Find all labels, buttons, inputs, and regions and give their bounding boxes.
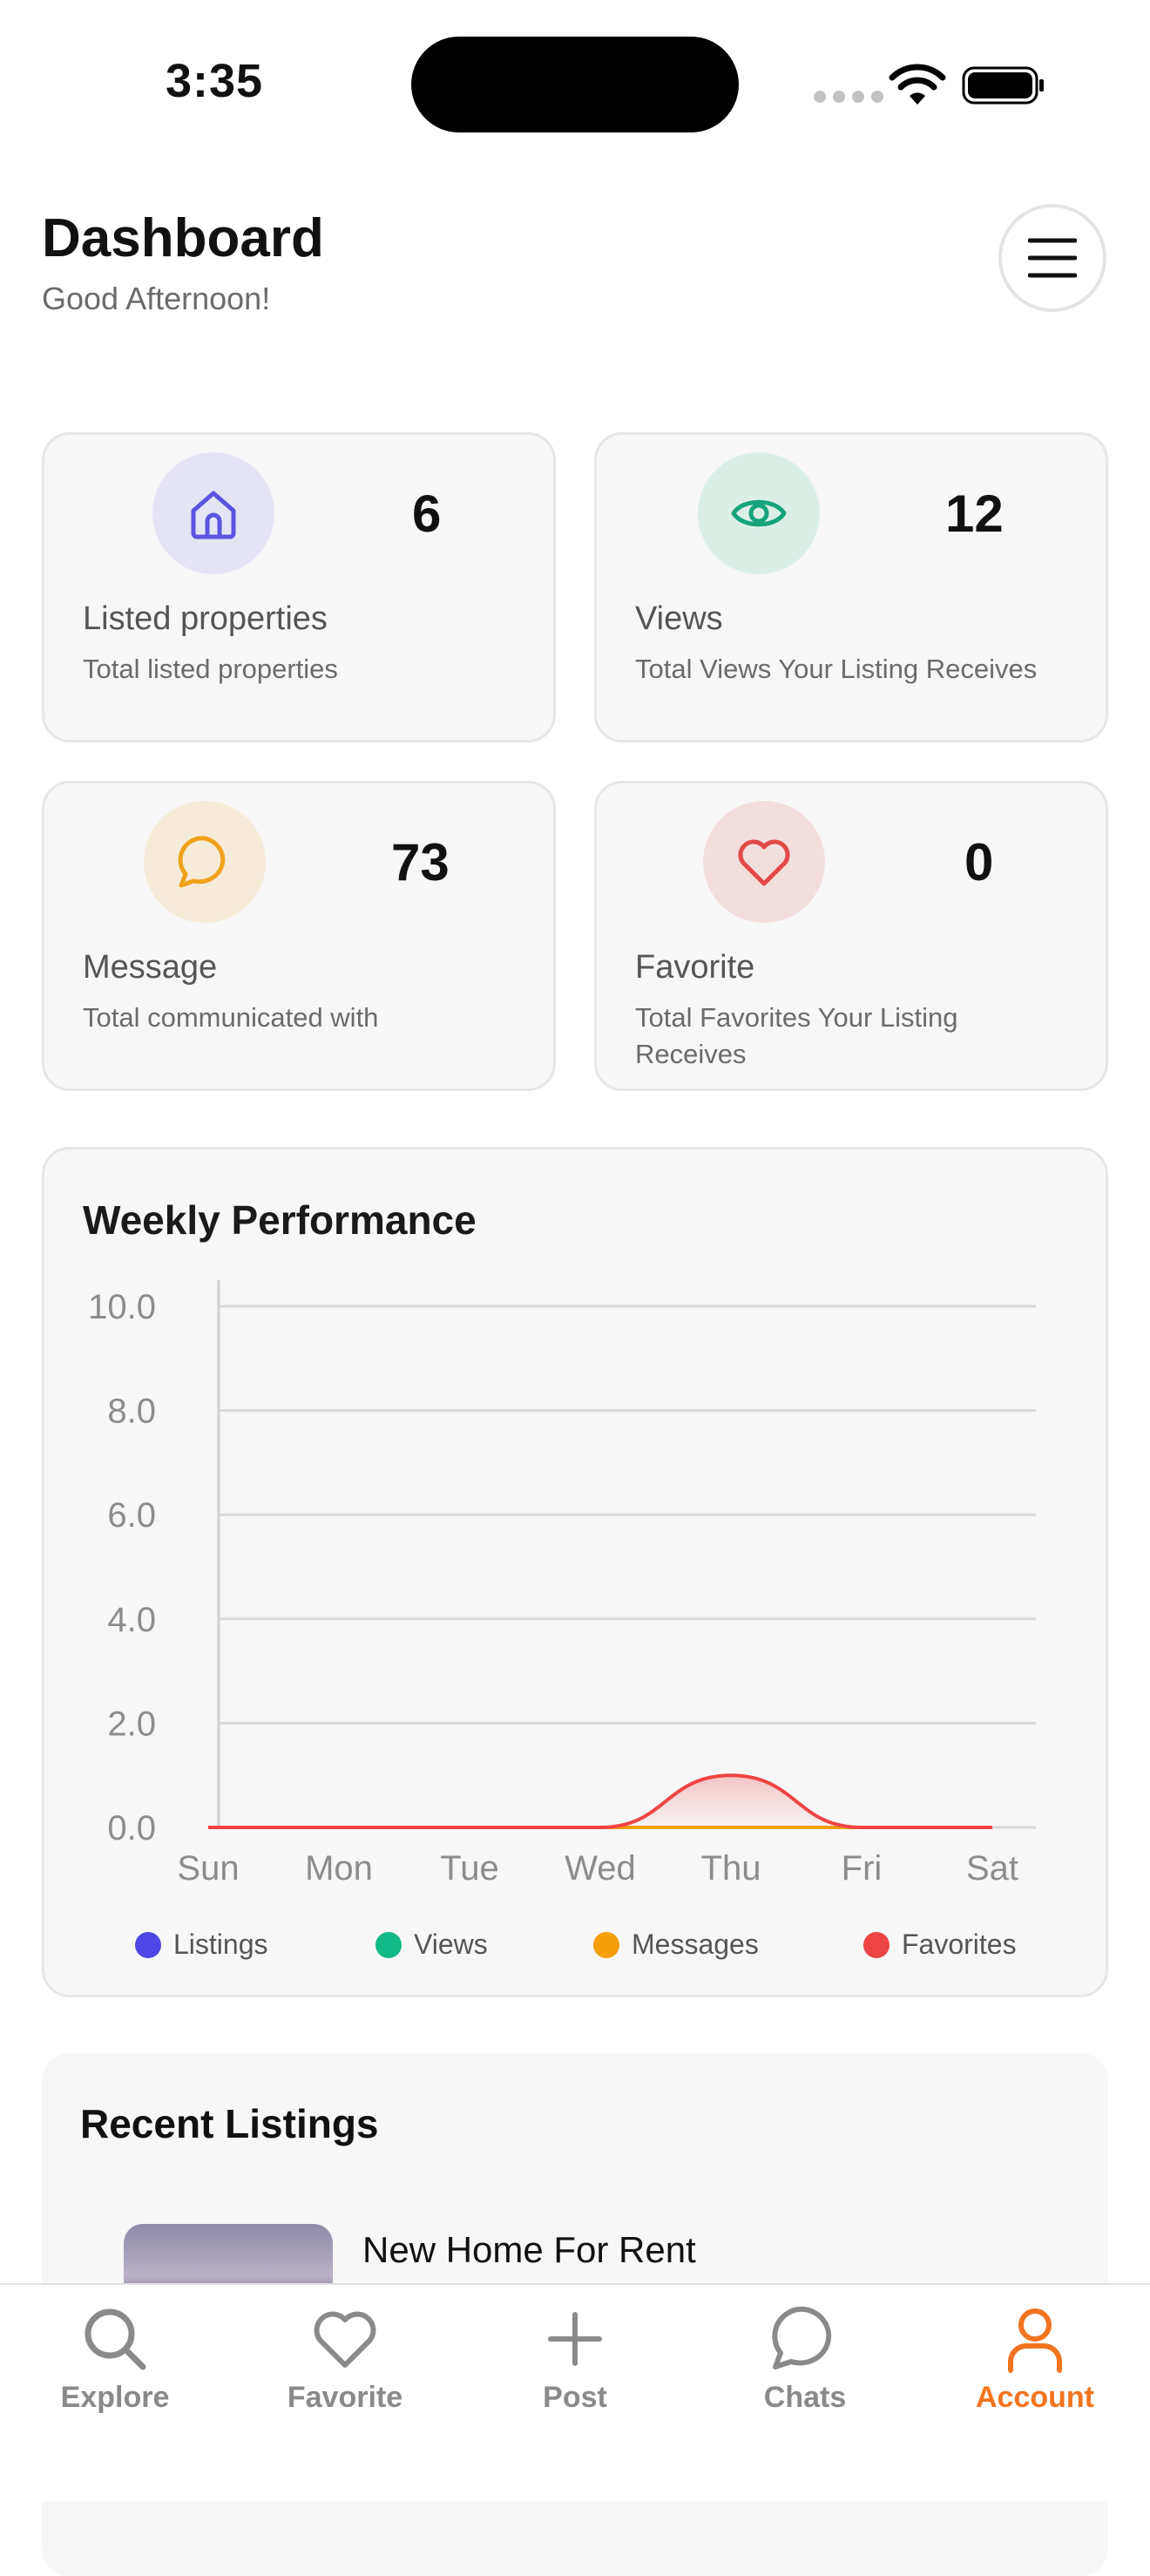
house-icon <box>191 491 236 539</box>
chat-bubble-icon <box>772 2306 832 2369</box>
stat-value: 73 <box>391 833 450 891</box>
status-bar: 3:35 <box>0 0 1150 166</box>
stat-card-views[interactable]: 12 Views Total Views Your Listing Receiv… <box>594 432 1108 742</box>
stat-label: Message <box>83 949 218 986</box>
stat-icon-circle <box>703 801 825 923</box>
legend-dot <box>593 1931 619 1958</box>
stat-label: Favorite <box>635 949 755 986</box>
y-tick-label: 6.0 <box>107 1496 156 1535</box>
tab-post[interactable]: Post <box>460 2304 690 2435</box>
stat-description: Total Views Your Listing Receives <box>635 654 1038 684</box>
legend-label: Messages <box>632 1929 759 1960</box>
legend-item-listings: Listings <box>135 1929 268 1961</box>
stat-description: Total communicated with <box>83 1002 379 1033</box>
legend-label: Views <box>414 1929 488 1960</box>
menu-button[interactable] <box>998 204 1106 312</box>
y-tick-label: 0.0 <box>107 1809 156 1847</box>
person-icon <box>1008 2308 1062 2373</box>
hamburger-menu-icon <box>1028 238 1077 278</box>
legend-label: Favorites <box>902 1929 1017 1960</box>
greeting-text: Good Afternoon! <box>42 281 271 316</box>
legend-dot <box>135 1931 161 1958</box>
y-tick-label: 10.0 <box>88 1288 156 1326</box>
tab-label: Chats <box>763 2381 847 2414</box>
page-title: Dashboard <box>42 208 324 268</box>
legend-dot <box>375 1931 402 1958</box>
listing-title[interactable]: New Home For Rent <box>362 2229 696 2270</box>
tab-label: Post <box>543 2381 607 2414</box>
tab-label: Favorite <box>287 2381 403 2414</box>
x-tick-label: Wed <box>565 1849 636 1888</box>
stat-card-listed-properties[interactable]: 6 Listed properties Total listed propert… <box>42 432 556 742</box>
status-time: 3:35 <box>166 55 264 107</box>
chat-bubble-icon <box>178 836 226 888</box>
x-tick-label: Fri <box>842 1849 883 1888</box>
legend-label: Listings <box>173 1929 268 1960</box>
chart-legend: Listings Views Messages Favorites <box>44 1929 1111 1969</box>
stat-card-favorite[interactable]: 0 Favorite Total Favorites Your Listing … <box>594 781 1108 1091</box>
tab-label: Account <box>976 2381 1094 2414</box>
battery-icon <box>962 66 1044 105</box>
eye-icon <box>731 499 787 527</box>
series-line-favorites <box>208 1773 992 1829</box>
tab-chats[interactable]: Chats <box>690 2304 920 2435</box>
y-tick-label: 2.0 <box>107 1705 156 1743</box>
bottom-tab-bar: Explore Favorite Post Chats Account <box>0 2283 1150 2501</box>
stat-description: Total listed properties <box>83 654 338 684</box>
stat-description: Total Favorites Your Listing Receives <box>635 1002 958 1069</box>
stat-label: Listed properties <box>83 600 328 637</box>
dynamic-island <box>411 37 739 132</box>
weekly-performance-chart: 0.0 2.0 4.0 6.0 8.0 10.0 Sun Mon Tue Wed Thu Fri Sat <box>88 1280 1036 1888</box>
tab-favorite[interactable]: Favorite <box>230 2304 460 2435</box>
y-tick-label: 4.0 <box>107 1601 156 1639</box>
heart-icon <box>314 2311 376 2368</box>
y-tick-label: 8.0 <box>107 1393 156 1431</box>
tab-account[interactable]: Account <box>920 2304 1150 2435</box>
stat-icon-circle <box>144 801 266 923</box>
stat-value: 6 <box>412 485 442 543</box>
recent-listings-title: Recent Listings <box>80 2101 379 2146</box>
wifi-icon <box>889 64 946 105</box>
cellular-signal-icon <box>814 91 883 103</box>
tab-explore[interactable]: Explore <box>0 2304 230 2435</box>
x-tick-label: Mon <box>305 1849 373 1888</box>
heart-icon <box>738 839 790 886</box>
x-tick-label: Tue <box>440 1849 498 1888</box>
plus-icon <box>548 2312 602 2366</box>
legend-item-views: Views <box>375 1929 488 1961</box>
stat-icon-circle <box>698 452 820 574</box>
stat-icon-circle <box>152 452 274 574</box>
legend-item-favorites: Favorites <box>863 1929 1017 1961</box>
x-tick-label: Thu <box>701 1849 761 1888</box>
legend-dot <box>863 1931 890 1958</box>
chart-title: Weekly Performance <box>83 1197 477 1243</box>
series-area-favorites <box>208 1775 992 1827</box>
x-tick-label: Sun <box>177 1849 239 1888</box>
stat-card-message[interactable]: 73 Message Total communicated with <box>42 781 556 1091</box>
stat-value: 12 <box>945 485 1004 543</box>
x-tick-label: Sat <box>966 1849 1018 1888</box>
stat-value: 0 <box>964 833 994 891</box>
weekly-performance-card: Weekly Performance 0.0 2.0 4.0 6.0 8.0 10.0 Su… <box>42 1147 1108 1997</box>
stat-label: Views <box>635 600 723 637</box>
tab-label: Explore <box>60 2381 170 2414</box>
search-icon <box>85 2308 146 2370</box>
legend-item-messages: Messages <box>593 1929 759 1961</box>
